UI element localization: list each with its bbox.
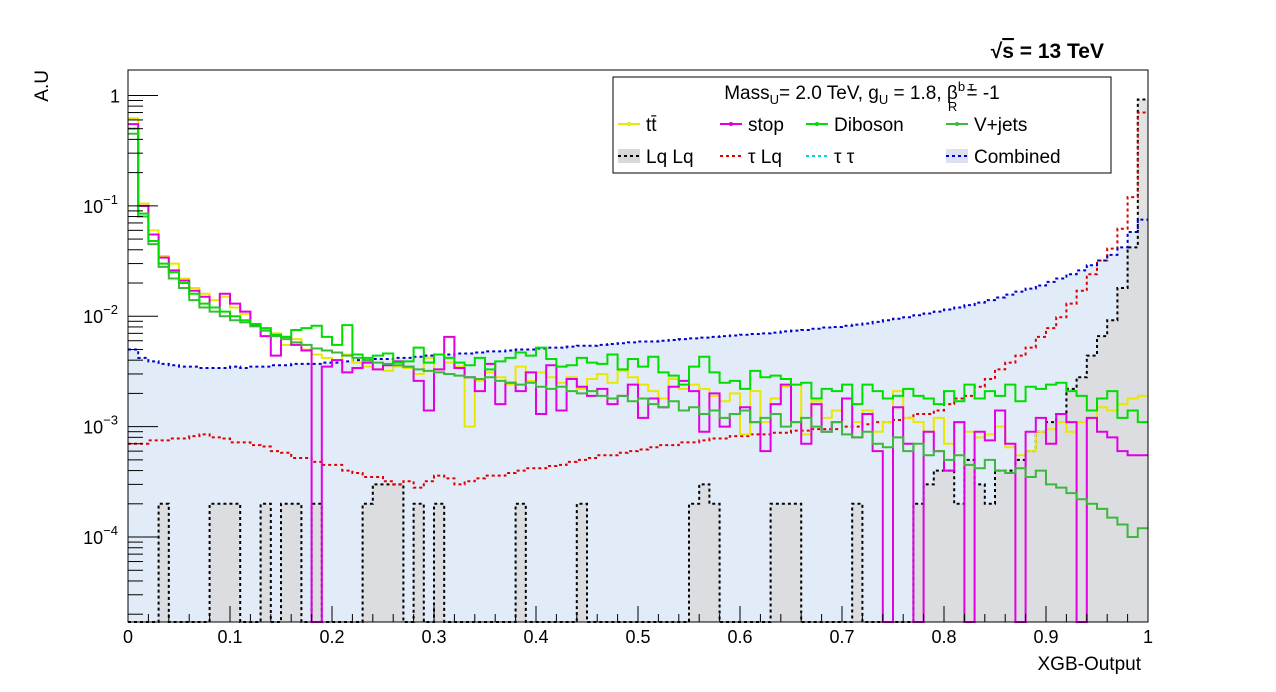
y-axis: 1 10−1 10−2 10−3 10−4: [83, 86, 158, 615]
legend-swatch: [946, 149, 968, 163]
legend-box: [612, 76, 1112, 174]
x-tick-label: 1: [1143, 627, 1153, 647]
series-line--lq: [128, 111, 1148, 489]
legend-entry-diboson: Diboson: [806, 115, 904, 136]
legend-label: τ Lq: [748, 147, 782, 168]
x-tick-label: 0.3: [421, 627, 446, 647]
y-tick-label: 10−2: [83, 302, 118, 327]
legend-label: Combined: [974, 147, 1061, 168]
x-tick-label: 0.5: [625, 627, 650, 647]
y-tick-label: 10−1: [83, 192, 118, 217]
x-tick-label: 0.6: [727, 627, 752, 647]
x-tick-label: 0.9: [1033, 627, 1058, 647]
series-line-combined: [128, 218, 1148, 369]
y-tick-label: 10−3: [83, 413, 118, 438]
legend-marker: [955, 122, 959, 126]
legend-entry--: τ τ: [806, 147, 855, 168]
x-axis: 0 0.1 0.2 0.3 0.4 0.5 0.6 0.7 0.8 0.9 1: [123, 606, 1153, 647]
energy-sqrt-symbol: √: [991, 40, 1003, 63]
x-tick-label: 0.1: [217, 627, 242, 647]
legend-marker: [729, 122, 733, 126]
series-line-diboson: [128, 127, 1148, 424]
legend-entry-v-jets: V+jets: [946, 115, 1027, 136]
legend-label: stop: [748, 115, 784, 136]
x-tick-label: 0.8: [931, 627, 956, 647]
x-tick-label: 0.2: [319, 627, 344, 647]
legend-label: τ τ: [834, 147, 855, 168]
legend-marker: [627, 122, 631, 126]
legend-entry-stop: stop: [720, 115, 784, 136]
y-tick-label: 1: [110, 86, 120, 106]
legend-entry-tt-: tt̄: [618, 115, 657, 136]
legend-label: tt̄: [646, 115, 657, 136]
legend-entry--lq: τ Lq: [720, 147, 782, 168]
legend-entries: tt̄ stop Diboson V+jets Lq Lq τ Lq τ τ Combined: [618, 115, 1061, 168]
x-tick-label: 0.4: [523, 627, 548, 647]
y-axis-label: A.U: [32, 70, 53, 102]
legend-swatch: [618, 149, 640, 163]
y-tick-label: 10−4: [83, 523, 118, 548]
x-tick-label: 0.7: [829, 627, 854, 647]
legend-marker: [815, 122, 819, 126]
energy-label: √s = 13 TeV: [991, 40, 1104, 63]
x-axis-label: XGB-Output: [1038, 654, 1142, 675]
legend-label: Diboson: [834, 115, 904, 136]
legend-label: V+jets: [974, 115, 1027, 136]
legend-entry-combined: Combined: [946, 147, 1061, 168]
energy-value: = 13 TeV: [1014, 40, 1104, 63]
x-tick-label: 0: [123, 627, 133, 647]
energy-s: s: [1002, 40, 1014, 63]
legend-entry-lq-lq: Lq Lq: [618, 147, 694, 168]
series-fill-lq-lq: [128, 99, 1148, 622]
series-line-v-jets: [128, 132, 1148, 539]
legend-label: Lq Lq: [646, 147, 694, 168]
